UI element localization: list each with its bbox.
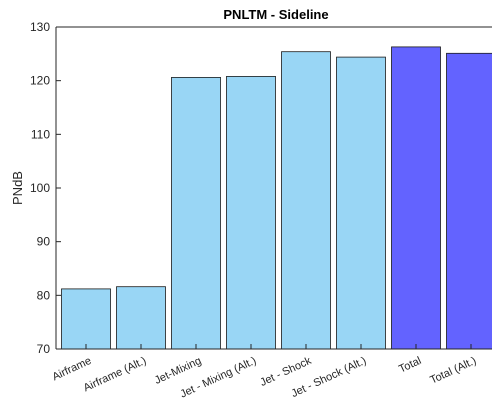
- bar-6: [336, 56, 386, 350]
- bar-8: [446, 52, 492, 350]
- y-tick-label: 110: [31, 127, 50, 141]
- bar-4: [226, 76, 276, 350]
- bar-5: [281, 51, 331, 350]
- chart-title: PNLTM - Sideline: [223, 7, 328, 22]
- y-axis-label: PNdB: [10, 171, 25, 205]
- y-tick-label: 80: [37, 288, 51, 302]
- y-tick-label: 120: [30, 74, 50, 88]
- bar-3: [171, 77, 221, 350]
- x-tick-label: Airframe: [51, 355, 94, 383]
- x-tick-label: Total: [397, 355, 423, 376]
- bar-7: [391, 46, 441, 350]
- x-tick-label: Airframe (Alt.): [82, 355, 149, 395]
- bars-layer: [61, 46, 492, 350]
- bar-2: [116, 286, 166, 350]
- y-tick-label: 100: [30, 181, 50, 195]
- y-tick-label: 130: [30, 20, 50, 34]
- y-ticks: 70 80 90 100 110 120 130: [30, 20, 61, 356]
- y-tick-label: 70: [37, 342, 51, 356]
- y-tick-label: 90: [37, 235, 51, 249]
- x-tick-label: Total (Alt.): [428, 355, 478, 387]
- bar-1: [61, 288, 111, 350]
